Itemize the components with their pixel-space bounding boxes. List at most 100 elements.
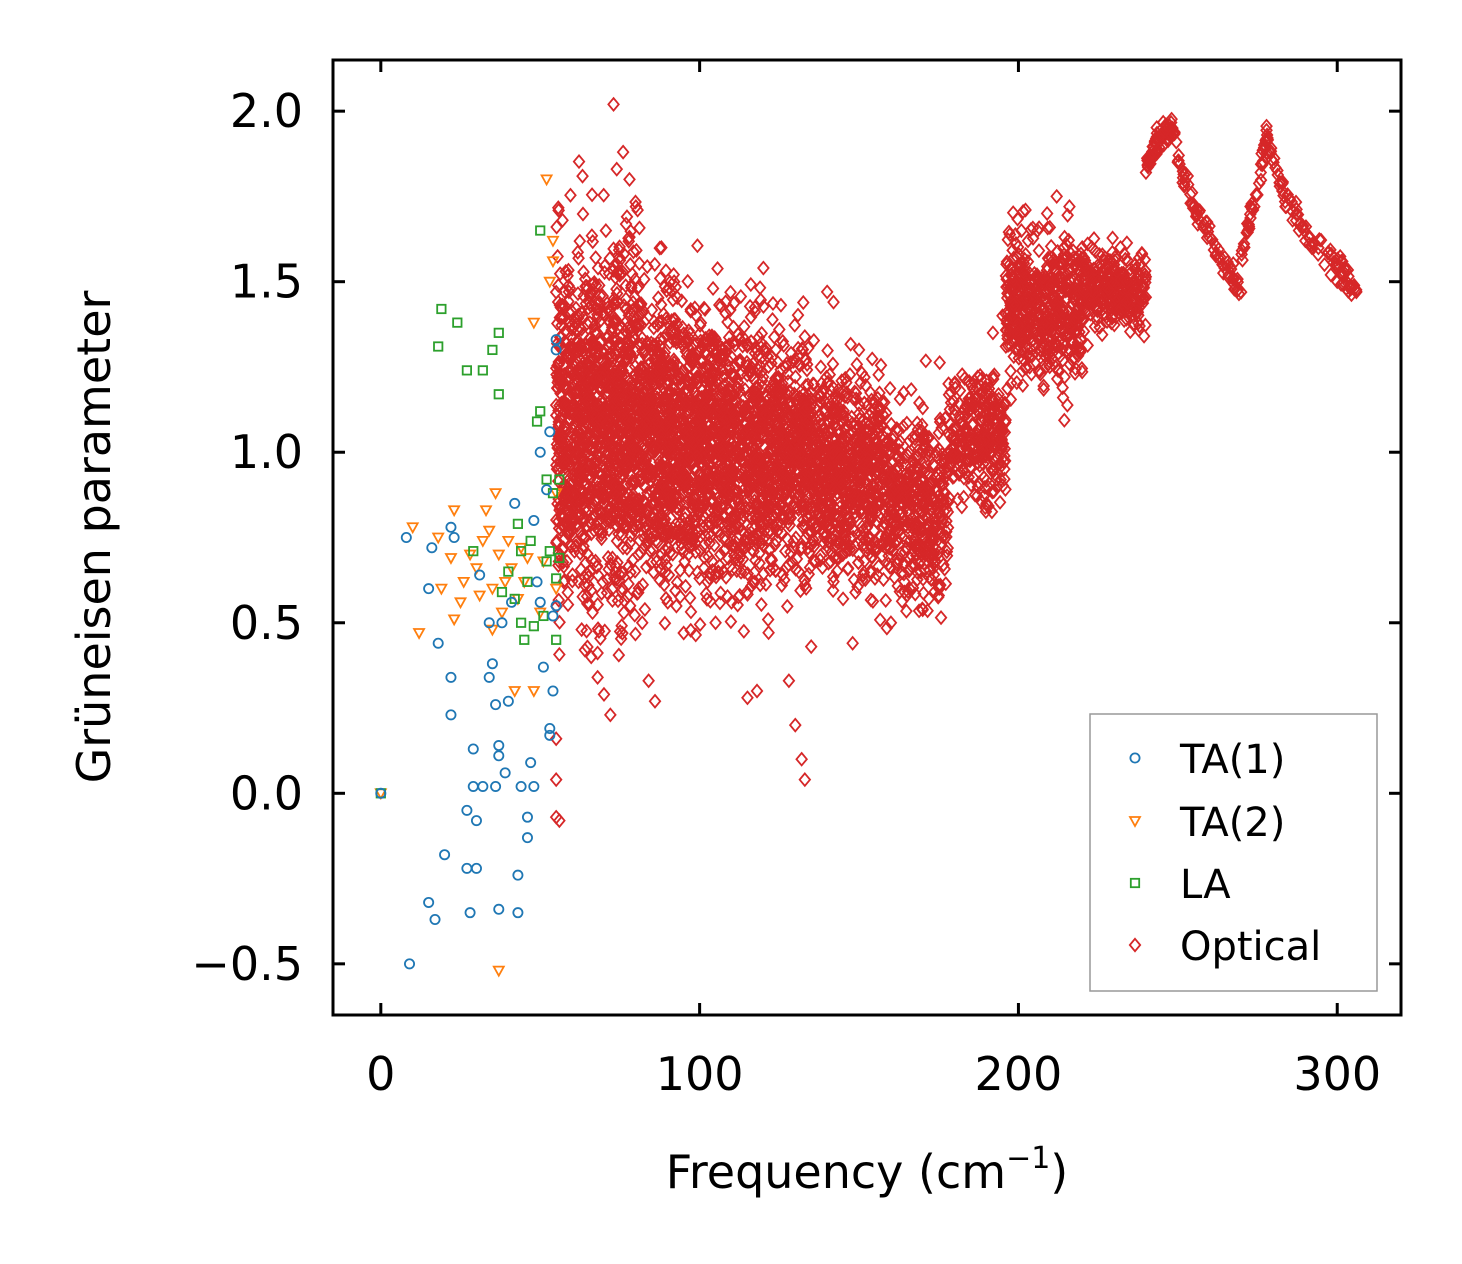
optical-cloud-point bbox=[583, 564, 597, 580]
optical-cloud-point bbox=[933, 354, 947, 371]
optical-cloud-point bbox=[769, 532, 783, 549]
optical-cloud-point bbox=[629, 383, 642, 399]
optical-cloud-point bbox=[641, 460, 655, 476]
optical-cloud-point bbox=[718, 424, 732, 440]
optical-cloud-point bbox=[919, 353, 933, 369]
optical-cloud-point bbox=[653, 360, 667, 377]
optical-cloud-point bbox=[756, 437, 770, 453]
optical-cloud-point bbox=[582, 577, 595, 594]
optical-cloud-point bbox=[734, 288, 748, 305]
optical-cloud-point bbox=[757, 298, 770, 315]
optical-cloud-point bbox=[761, 483, 775, 499]
optical-cloud-point bbox=[576, 168, 589, 184]
optical-cloud-point bbox=[713, 558, 727, 574]
optical-cloud-point bbox=[833, 518, 846, 535]
optical-cloud-point bbox=[591, 307, 604, 323]
optical-cloud-point bbox=[754, 292, 768, 308]
optical-cloud-point bbox=[659, 460, 673, 476]
optical-cloud-point bbox=[578, 464, 592, 480]
optical-cloud-point bbox=[585, 440, 598, 456]
optical-cloud-point bbox=[836, 451, 850, 467]
optical-cloud-point bbox=[883, 380, 897, 397]
optical-cloud-point bbox=[657, 577, 671, 593]
optical-cloud-point bbox=[584, 330, 598, 346]
optical-cloud-point bbox=[752, 477, 766, 493]
optical-cloud-point bbox=[715, 352, 729, 368]
optical-cloud-point bbox=[834, 451, 848, 468]
optical-cloud-point bbox=[739, 530, 753, 546]
optical-cloud-point bbox=[794, 583, 807, 599]
optical-cloud-point bbox=[671, 439, 684, 455]
optical-cloud-point bbox=[725, 513, 739, 529]
optical-cloud-point bbox=[832, 550, 846, 566]
optical-cloud-point bbox=[674, 377, 687, 394]
optical-cloud-point bbox=[697, 560, 711, 576]
optical-cloud-point bbox=[764, 550, 778, 567]
optical-cloud-point bbox=[639, 423, 653, 439]
optical-cloud-point bbox=[603, 314, 617, 330]
optical-cloud-point bbox=[673, 589, 687, 605]
optical-cloud-point bbox=[827, 574, 840, 590]
optical-cloud-point bbox=[663, 525, 677, 541]
optical-cloud-point bbox=[714, 481, 728, 497]
optical-cloud-point bbox=[619, 291, 633, 307]
optical-cloud-point bbox=[666, 292, 680, 308]
optical-cloud-point bbox=[584, 526, 598, 542]
optical-cloud-point bbox=[559, 381, 573, 397]
optical-cloud-point bbox=[641, 338, 655, 354]
optical-cloud-point bbox=[656, 523, 670, 539]
optical-cloud-point bbox=[680, 348, 694, 364]
optical-cloud-point bbox=[879, 592, 893, 608]
optical-cloud-point bbox=[570, 533, 584, 549]
optical-cloud-point bbox=[788, 317, 802, 333]
optical-cloud-point bbox=[772, 420, 786, 436]
optical-cloud-point bbox=[576, 542, 590, 558]
optical-cloud-point bbox=[970, 402, 984, 419]
optical-cloud-point bbox=[725, 389, 739, 405]
optical-cloud-point bbox=[784, 354, 798, 371]
optical-cloud-point bbox=[589, 371, 603, 387]
optical-cloud-point bbox=[608, 346, 622, 362]
optical-cloud-point bbox=[779, 482, 793, 498]
optical-cloud-point bbox=[911, 443, 925, 459]
optical-cloud-point bbox=[572, 406, 586, 423]
optical-cloud-point bbox=[731, 466, 745, 483]
optical-cloud-point bbox=[793, 487, 807, 503]
optical-cloud-point bbox=[645, 302, 659, 318]
optical-cloud-point bbox=[586, 483, 600, 499]
optical-cloud-point bbox=[628, 358, 642, 374]
optical-cloud-point bbox=[762, 358, 775, 375]
optical-cloud-point bbox=[771, 354, 785, 371]
optical-cloud-point bbox=[653, 357, 667, 373]
optical-cloud-point bbox=[569, 450, 583, 466]
optical-cloud-point bbox=[926, 560, 940, 576]
optical-cloud-point bbox=[607, 294, 621, 311]
optical-cloud-point bbox=[981, 422, 995, 438]
optical-cloud-point bbox=[606, 493, 620, 510]
optical-cloud-point bbox=[893, 391, 907, 407]
optical-cloud-point bbox=[943, 416, 957, 432]
optical-cloud-point bbox=[783, 406, 797, 422]
optical-cloud-point bbox=[581, 501, 595, 517]
optical-cloud-point bbox=[684, 303, 698, 319]
optical-cloud-point bbox=[614, 512, 628, 528]
optical-cloud-point bbox=[558, 484, 572, 500]
optical-cloud-point bbox=[801, 377, 815, 393]
optical-cloud-point bbox=[666, 357, 679, 373]
optical-cloud-point bbox=[823, 439, 837, 455]
optical-cloud-point bbox=[757, 342, 770, 358]
optical-cloud-point bbox=[868, 434, 882, 450]
optical-cloud-point bbox=[605, 399, 618, 415]
optical-cloud-point bbox=[595, 467, 608, 483]
optical-cloud-point bbox=[879, 405, 893, 421]
optical-cloud-point bbox=[843, 425, 857, 442]
optical-cloud-point bbox=[755, 325, 769, 342]
optical-cloud-point bbox=[589, 553, 602, 569]
optical-cloud-point bbox=[792, 564, 806, 580]
optical-cloud-point bbox=[777, 572, 791, 588]
optical-cloud-point bbox=[917, 555, 931, 571]
optical-cloud-point bbox=[997, 448, 1011, 464]
optical-cloud-point bbox=[659, 263, 673, 279]
optical-cloud-point bbox=[658, 615, 672, 631]
optical-cloud-point bbox=[932, 544, 946, 561]
